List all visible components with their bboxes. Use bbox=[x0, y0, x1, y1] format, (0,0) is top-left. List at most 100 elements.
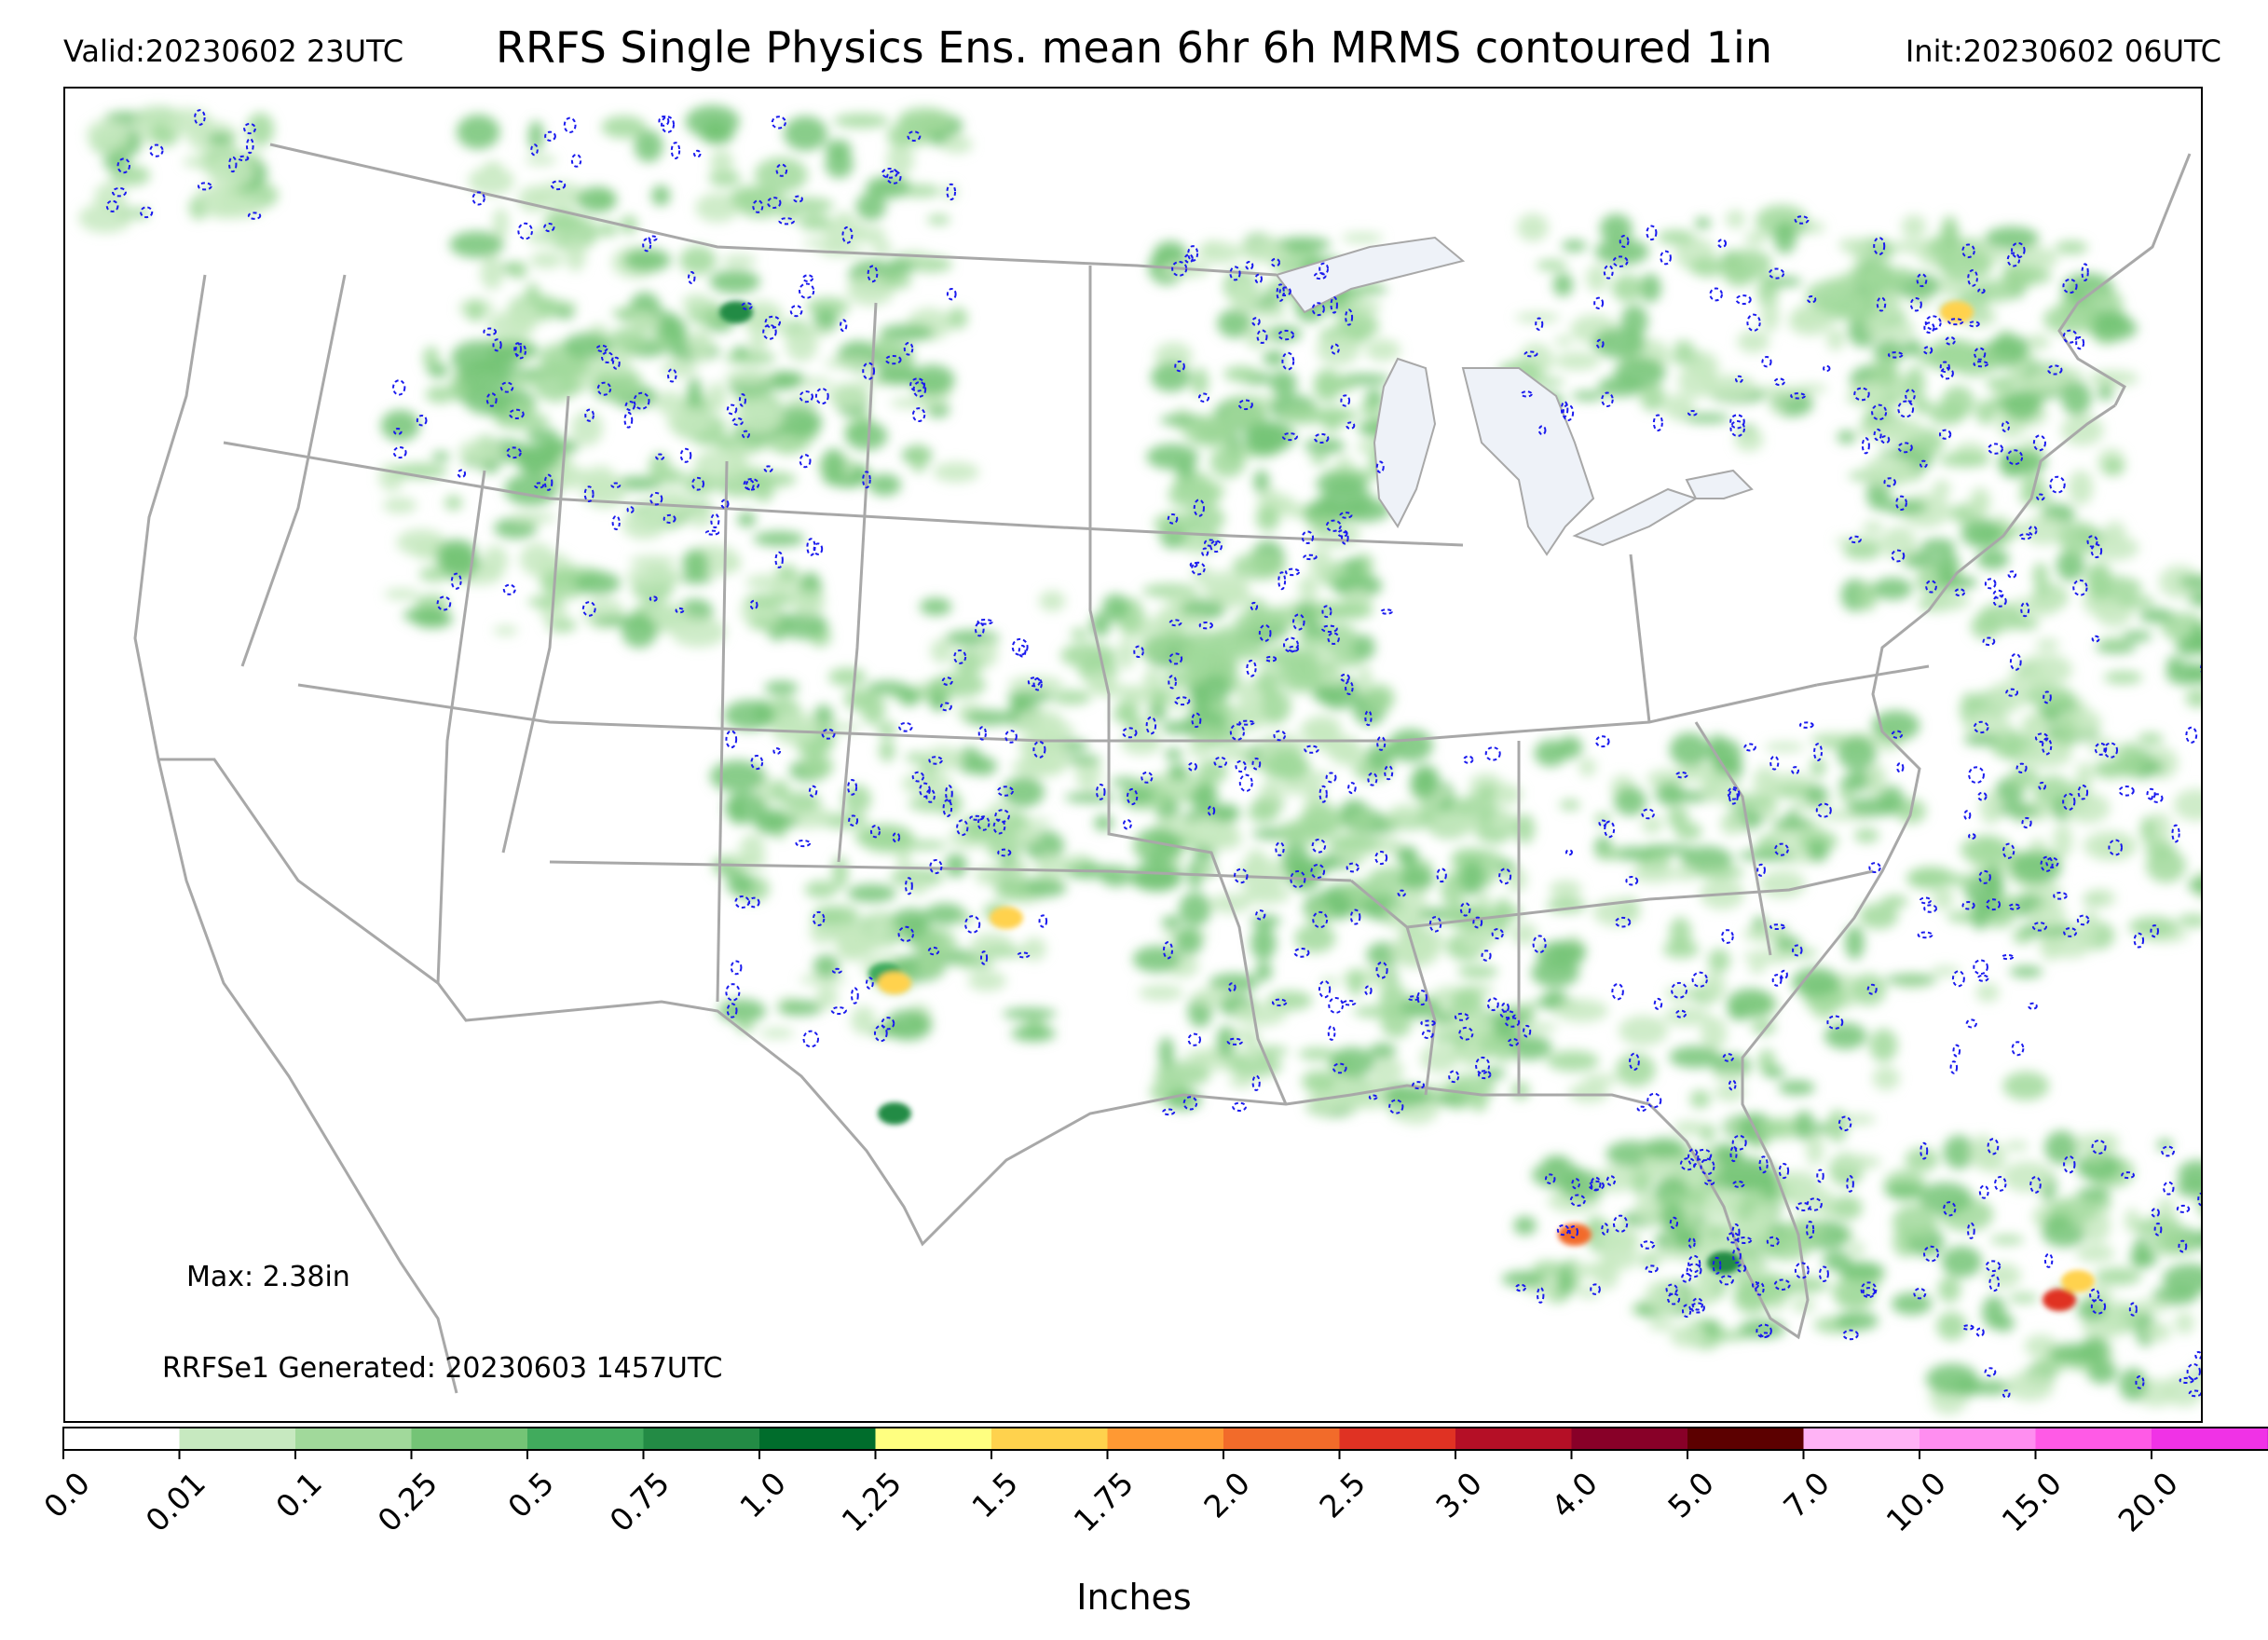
precip-blob bbox=[1309, 454, 1328, 465]
precip-blob bbox=[1058, 856, 1084, 868]
precip-blob bbox=[1932, 886, 1954, 910]
precip-blob bbox=[1702, 1321, 1720, 1334]
precip-blob bbox=[2022, 685, 2075, 708]
contour-loop bbox=[2062, 329, 2078, 344]
precip-blob bbox=[1645, 1279, 1684, 1314]
precip-blob bbox=[444, 495, 463, 511]
contour-loop bbox=[1961, 901, 1975, 910]
precip-blob bbox=[893, 908, 931, 930]
contour-loop bbox=[610, 482, 622, 488]
contour-loop bbox=[848, 814, 859, 827]
precip-blob bbox=[2133, 1299, 2169, 1313]
precip-max-cell bbox=[1558, 1223, 1592, 1246]
precip-blob bbox=[537, 358, 592, 378]
precip-blob bbox=[724, 369, 774, 385]
contour-loop bbox=[2029, 1176, 2042, 1194]
precip-blob bbox=[2002, 1071, 2050, 1100]
precip-blob bbox=[855, 192, 886, 221]
colorbar-tick-label: 0.01 bbox=[138, 1465, 213, 1539]
precip-blob bbox=[1229, 1074, 1255, 1088]
precip-blob bbox=[1639, 1250, 1678, 1261]
precip-blob bbox=[1011, 757, 1063, 777]
precip-blob bbox=[1515, 1003, 1536, 1017]
precip-blob bbox=[626, 566, 682, 588]
precip-blob bbox=[1742, 1275, 1791, 1304]
precip-blob bbox=[1223, 400, 1266, 427]
contour-loop bbox=[1887, 351, 1904, 359]
contour-loop bbox=[1722, 1053, 1734, 1062]
precip-blob bbox=[1255, 669, 1279, 696]
contour-loop bbox=[649, 491, 663, 506]
precip-blob bbox=[2177, 914, 2201, 927]
colorbar-swatch bbox=[1107, 1428, 1224, 1450]
colorbar-tick-label: 2.0 bbox=[1195, 1465, 1257, 1525]
contour-loop bbox=[1162, 1108, 1176, 1116]
contour-loop bbox=[1949, 1060, 1959, 1074]
precip-blob bbox=[666, 406, 711, 435]
precip-blob bbox=[1365, 743, 1394, 772]
contour-loop bbox=[596, 381, 612, 396]
precip-blob bbox=[1515, 312, 1561, 323]
precip-blob bbox=[2139, 816, 2156, 844]
contour-loop bbox=[1520, 390, 1533, 398]
contour-loop bbox=[1919, 459, 1928, 469]
contour-loop bbox=[2185, 726, 2198, 744]
contour-loop bbox=[750, 755, 764, 771]
contour-loop bbox=[1735, 294, 1752, 306]
precip-blob bbox=[1920, 538, 1956, 554]
precip-blob bbox=[1216, 1025, 1236, 1059]
precip-blob bbox=[1866, 763, 1887, 797]
contour-loop bbox=[1611, 983, 1624, 1001]
precip-blob bbox=[659, 317, 688, 345]
contour-loop bbox=[1384, 764, 1394, 781]
precip-blob bbox=[1184, 816, 1238, 846]
contour-loop bbox=[2011, 1041, 2025, 1057]
precip-blob bbox=[1694, 217, 1712, 229]
precip-blob bbox=[1510, 922, 1538, 945]
colorbar-tick-label: 0.0 bbox=[35, 1465, 97, 1525]
contour-loop bbox=[1975, 1327, 1985, 1337]
contour-loop bbox=[1922, 346, 1933, 355]
precip-blob bbox=[2009, 851, 2062, 884]
contour-loop bbox=[2128, 1302, 2138, 1317]
contour-loop bbox=[1595, 735, 1610, 748]
contour-loop bbox=[1376, 735, 1387, 751]
precip-blob bbox=[1501, 1271, 1547, 1288]
precip-blob bbox=[919, 597, 952, 616]
contour-loop bbox=[1954, 588, 1966, 597]
precip-blob bbox=[1211, 803, 1241, 823]
precip-blob bbox=[753, 531, 805, 547]
precip-blob bbox=[1985, 376, 2020, 391]
contour-loop bbox=[1321, 624, 1338, 634]
contour-loop bbox=[1873, 237, 1886, 256]
contour-loop bbox=[624, 400, 635, 412]
contour-loop bbox=[1880, 435, 1891, 444]
great-lakes bbox=[1275, 236, 1754, 556]
precip-blob bbox=[847, 883, 896, 903]
contour-loop bbox=[1985, 1260, 2002, 1273]
precip-blob bbox=[687, 510, 714, 527]
contour-loop bbox=[1292, 613, 1305, 631]
contour-loop bbox=[2008, 903, 2021, 910]
contour-loop bbox=[2151, 793, 2164, 803]
precip-blob bbox=[905, 752, 927, 763]
precip-blob bbox=[493, 625, 518, 636]
precip-blob bbox=[2002, 390, 2042, 421]
contour-loop bbox=[1816, 1168, 1824, 1183]
precip-blob bbox=[917, 956, 942, 976]
contour-loop bbox=[941, 676, 953, 686]
precip-blob bbox=[724, 350, 776, 365]
precip-blob bbox=[2178, 575, 2201, 589]
contour-loop bbox=[1978, 869, 1991, 884]
contour-loop bbox=[1796, 1202, 1811, 1211]
precip-blob bbox=[1232, 700, 1264, 731]
contour-loop bbox=[1168, 675, 1177, 690]
precip-blob bbox=[1161, 915, 1182, 930]
contour-loop bbox=[1769, 923, 1786, 931]
precip-blob bbox=[1052, 690, 1092, 705]
contour-loop bbox=[1862, 1287, 1876, 1296]
precip-blob bbox=[1459, 860, 1485, 896]
precip-blob bbox=[1709, 738, 1742, 773]
precip-blob bbox=[1382, 1084, 1432, 1108]
contour-loop bbox=[658, 115, 670, 127]
